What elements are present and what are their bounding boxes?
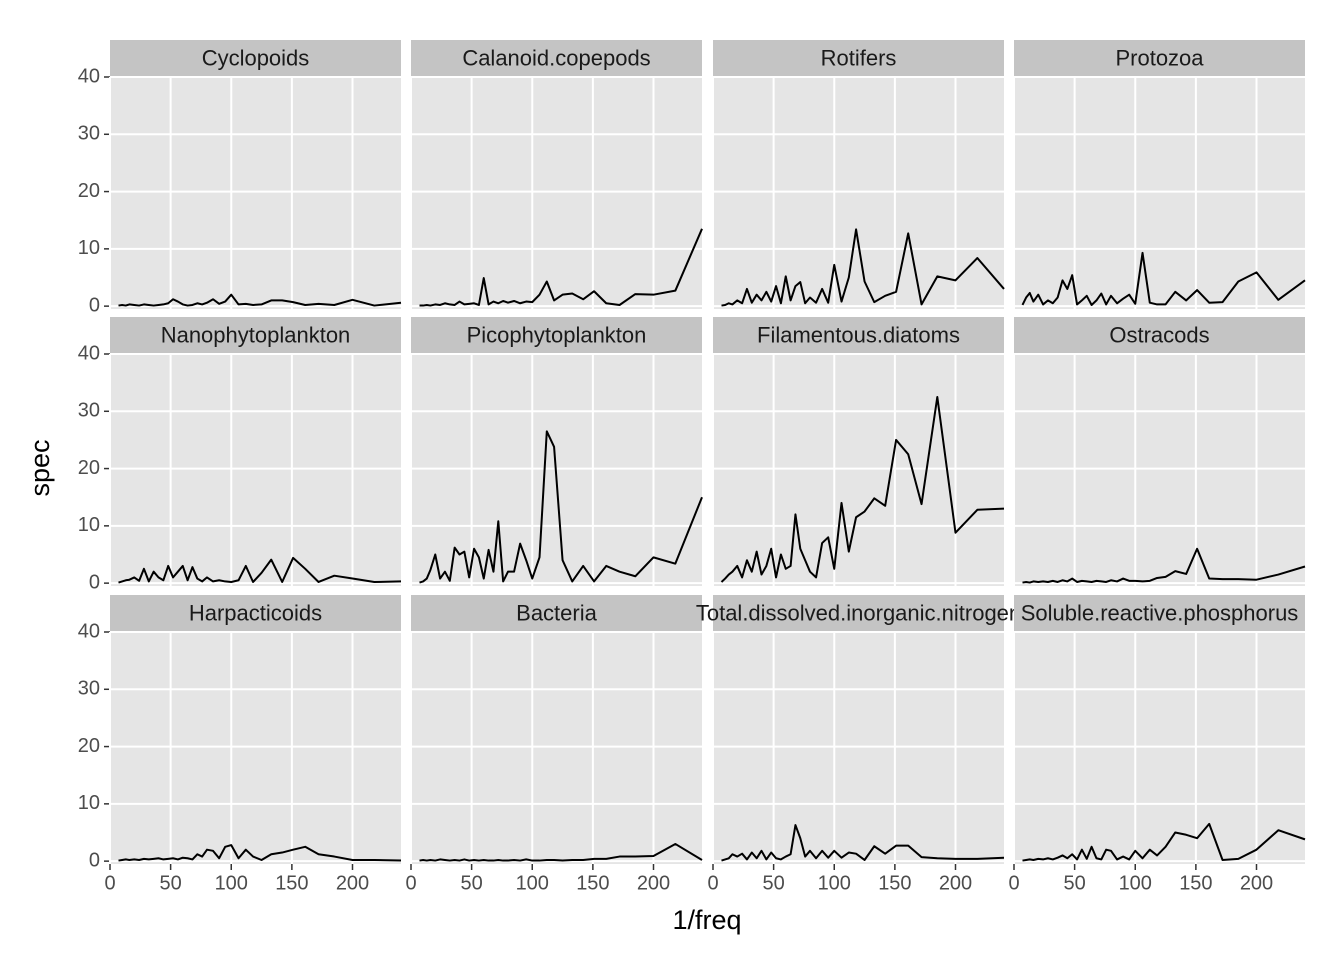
panel: Total.dissolved.inorganic.nitrogen 0 50 100… xyxy=(696,595,1021,894)
panel: Rotifers xyxy=(712,40,1005,309)
data-line xyxy=(419,430,703,584)
strip-background xyxy=(713,317,1004,354)
x-tick-label: 50 xyxy=(763,872,785,894)
panel: Protozoa xyxy=(1013,40,1306,309)
strip-title: Protozoa xyxy=(1115,45,1204,70)
y-tick-label: 20 xyxy=(78,457,100,479)
x-tick-label: 50 xyxy=(461,872,483,894)
y-tick-label: 0 xyxy=(89,294,100,316)
panel-background xyxy=(713,632,1004,864)
panel-background xyxy=(411,632,702,864)
data-line xyxy=(721,824,1005,862)
data-line xyxy=(1021,251,1306,306)
panel-background xyxy=(1014,77,1305,309)
strip-background xyxy=(411,40,702,77)
strip-title: Cyclopoids xyxy=(202,45,310,70)
strip-background xyxy=(713,40,1004,77)
y-tick-label: 20 xyxy=(78,180,100,202)
x-tick-label: 150 xyxy=(1179,872,1212,894)
y-tick-label: 30 xyxy=(78,123,100,145)
strip-background xyxy=(713,595,1004,632)
strip-title: Ostracods xyxy=(1109,322,1209,347)
strip-background xyxy=(110,40,401,77)
data-line xyxy=(118,844,402,862)
panel-background xyxy=(1014,354,1305,586)
data-line xyxy=(118,556,402,584)
y-axis-title: spec xyxy=(25,439,55,496)
y-tick-label: 10 xyxy=(78,237,100,259)
strip-title: Filamentous.diatoms xyxy=(757,322,960,347)
y-tick-label: 40 xyxy=(78,620,100,642)
strip-background xyxy=(1014,595,1305,632)
y-tick-label: 0 xyxy=(89,571,100,593)
data-line xyxy=(721,228,1005,307)
y-tick-label: 40 xyxy=(78,65,100,87)
strip-background xyxy=(110,317,401,354)
x-tick-label: 100 xyxy=(818,872,851,894)
strip-title: Rotifers xyxy=(821,45,897,70)
panel: Soluble.reactive.phosphorus 0 50 100 150 200 xyxy=(1008,595,1306,894)
x-tick-label: 150 xyxy=(576,872,609,894)
x-tick-label: 100 xyxy=(516,872,549,894)
panel: Ostracods xyxy=(1013,317,1306,586)
data-line xyxy=(720,395,1005,583)
x-tick-label: 0 xyxy=(405,872,416,894)
strip-title: Total.dissolved.inorganic.nitrogen xyxy=(696,600,1021,625)
x-tick-label: 0 xyxy=(1008,872,1019,894)
y-tick-label: 10 xyxy=(78,792,100,814)
x-tick-label: 150 xyxy=(275,872,308,894)
x-tick-label: 200 xyxy=(939,872,972,894)
panel-background xyxy=(411,77,702,309)
x-tick-label: 150 xyxy=(878,872,911,894)
y-tick-label: 30 xyxy=(78,678,100,700)
panel: Calanoid.copepods xyxy=(410,40,703,309)
data-line xyxy=(419,228,703,307)
x-tick-label: 50 xyxy=(1064,872,1086,894)
panel: Cyclopoids 0 10 20 30 40 xyxy=(78,40,402,316)
strip-title: Calanoid.copepods xyxy=(462,45,650,70)
strip-title: Picophytoplankton xyxy=(467,322,647,347)
strip-title: Harpacticoids xyxy=(189,600,322,625)
panel: Nanophytoplankton 0 10 20 30 40 xyxy=(78,317,402,593)
x-tick-label: 50 xyxy=(160,872,182,894)
panel: Harpacticoids 0 10 20 30 40 0 50 100 150 200 xyxy=(78,595,402,894)
y-tick-label: 30 xyxy=(78,400,100,422)
y-tick-label: 20 xyxy=(78,735,100,757)
panel: Filamentous.diatoms xyxy=(712,317,1005,586)
x-tick-label: 100 xyxy=(1119,872,1152,894)
y-tick-label: 10 xyxy=(78,514,100,536)
strip-title: Soluble.reactive.phosphorus xyxy=(1021,600,1299,625)
strip-background xyxy=(1014,40,1305,77)
data-line xyxy=(1022,822,1306,862)
strip-background xyxy=(411,595,702,632)
x-tick-label: 0 xyxy=(707,872,718,894)
strip-background xyxy=(110,595,401,632)
strip-title: Nanophytoplankton xyxy=(161,322,351,347)
panel-background xyxy=(110,77,401,309)
x-tick-label: 200 xyxy=(637,872,670,894)
panel: Picophytoplankton xyxy=(410,317,703,586)
panel-background xyxy=(1014,632,1305,864)
strip-title: Bacteria xyxy=(516,600,597,625)
panel-background xyxy=(110,632,401,864)
strip-background xyxy=(411,317,702,354)
y-tick-label: 0 xyxy=(89,849,100,871)
x-axis-title: 1/freq xyxy=(672,905,741,935)
data-line xyxy=(1022,547,1306,584)
panel: Bacteria 0 50 100 150 200 xyxy=(405,595,703,894)
x-tick-label: 100 xyxy=(215,872,248,894)
y-tick-label: 40 xyxy=(78,342,100,364)
data-line xyxy=(419,842,703,862)
x-tick-label: 0 xyxy=(104,872,115,894)
data-line xyxy=(118,293,402,307)
x-tick-label: 200 xyxy=(336,872,369,894)
panel-background xyxy=(110,354,401,586)
strip-background xyxy=(1014,317,1305,354)
x-tick-label: 200 xyxy=(1240,872,1273,894)
